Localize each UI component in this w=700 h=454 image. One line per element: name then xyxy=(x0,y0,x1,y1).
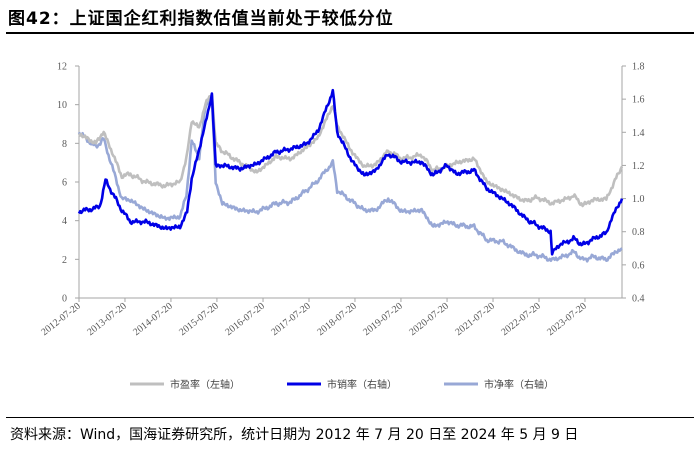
series-line-1 xyxy=(77,88,624,256)
series-line-0 xyxy=(77,93,624,208)
series-line-2 xyxy=(77,95,623,263)
x-tick-label: 2017-07-20 xyxy=(269,301,313,338)
legend-label-1: 市销率（右轴） xyxy=(327,378,397,391)
y-right-tick-label: 1.6 xyxy=(632,95,645,106)
figure-title: 图42：上证国企红利指数估值当前处于较低分位 xyxy=(8,9,394,29)
y-right-tick-label: 0.8 xyxy=(632,227,645,238)
x-tick-label: 2012-07-20 xyxy=(39,301,83,338)
x-tick-label: 2013-07-20 xyxy=(85,301,129,338)
y-right-tick-label: 1.8 xyxy=(632,62,645,73)
y-left-tick-label: 2 xyxy=(62,255,67,266)
source-note: 资料来源：Wind，国海证券研究所，统计日期为 2012 年 7 月 20 日至… xyxy=(10,427,579,443)
chart-area: 0 2 4 6 8 10 12 0.4 0.6 0.8 1.0 1.2 1.4 1.6 1.8 2012-07… xyxy=(39,62,645,392)
title-divider xyxy=(6,32,694,34)
y-right-tick-label: 1.0 xyxy=(632,194,645,205)
x-tick-label: 2023-07-20 xyxy=(545,301,589,338)
x-tick-label: 2022-07-20 xyxy=(499,301,543,338)
x-tick-label: 2016-07-20 xyxy=(223,301,267,338)
y-left-tick-label: 6 xyxy=(62,178,67,189)
y-right-tick-label: 1.4 xyxy=(632,128,645,139)
y-right-tick-label: 0.6 xyxy=(632,260,645,271)
y-left-tick-label: 0 xyxy=(62,294,67,305)
x-tick-label: 2019-07-20 xyxy=(361,301,405,338)
x-tick-label: 2018-07-20 xyxy=(315,301,359,338)
x-tick-label: 2021-07-20 xyxy=(453,301,497,338)
x-tick-label: 2015-07-20 xyxy=(177,301,221,338)
y-right-tick-label: 0.4 xyxy=(632,294,645,305)
legend-label-0: 市盈率（左轴） xyxy=(170,378,240,391)
legend-label-2: 市净率（右轴） xyxy=(484,378,554,391)
y-right-tick-label: 1.2 xyxy=(632,161,645,172)
chart-series-lines xyxy=(77,88,624,263)
x-tick-label: 2014-07-20 xyxy=(131,301,175,338)
y-left-tick-label: 10 xyxy=(57,100,67,111)
x-tick-label: 2020-07-20 xyxy=(407,301,451,338)
y-left-tick-label: 8 xyxy=(62,139,67,150)
source-divider xyxy=(6,417,694,418)
y-left-tick-label: 12 xyxy=(57,62,67,73)
chart-legend: 市盈率（左轴） 市销率（右轴） 市净率（右轴） xyxy=(130,378,554,391)
y-left-tick-label: 4 xyxy=(62,216,67,227)
